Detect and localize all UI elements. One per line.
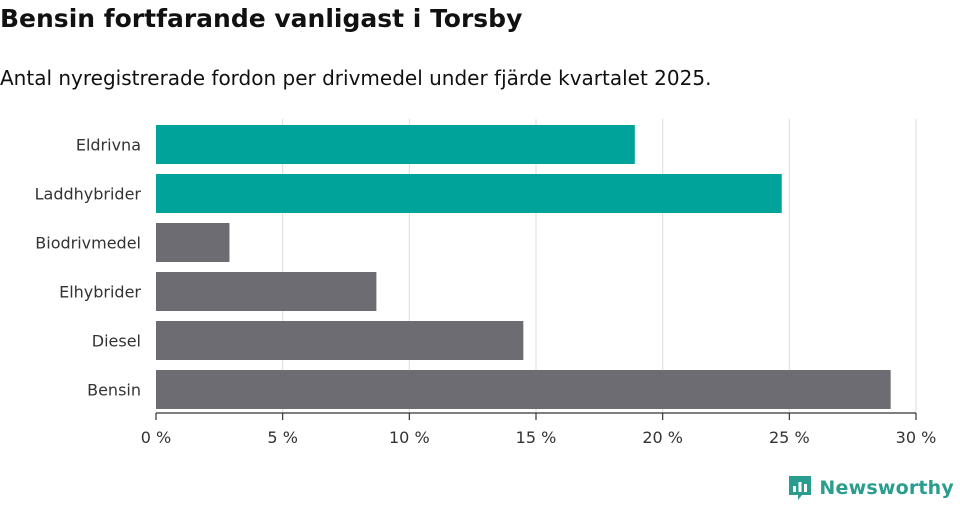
x-tick-label: 30 % bbox=[896, 428, 937, 447]
bar bbox=[156, 272, 377, 311]
category-label: Elhybrider bbox=[59, 283, 141, 302]
x-tick-label: 25 % bbox=[769, 428, 810, 447]
newsworthy-logo-icon bbox=[789, 476, 812, 500]
category-label: Biodrivmedel bbox=[35, 234, 141, 253]
chart-title: Bensin fortfarande vanligast i Torsby bbox=[0, 4, 523, 33]
category-label: Laddhybrider bbox=[35, 185, 142, 204]
x-tick-label: 5 % bbox=[267, 428, 297, 447]
bar bbox=[156, 223, 230, 262]
bar bbox=[156, 321, 524, 360]
x-tick-label: 10 % bbox=[389, 428, 430, 447]
category-label: Diesel bbox=[92, 332, 141, 351]
chart-subtitle: Antal nyregistrerade fordon per drivmede… bbox=[0, 66, 712, 90]
bar bbox=[156, 174, 782, 213]
category-label: Eldrivna bbox=[76, 136, 141, 155]
brand-name: Newsworthy bbox=[819, 477, 954, 499]
x-tick-label: 20 % bbox=[642, 428, 683, 447]
brand-logo: Newsworthy bbox=[787, 474, 954, 502]
category-label: Bensin bbox=[87, 381, 141, 400]
bar bbox=[156, 370, 891, 409]
x-tick-label: 15 % bbox=[516, 428, 557, 447]
bar bbox=[156, 125, 635, 164]
x-tick-label: 0 % bbox=[141, 428, 171, 447]
